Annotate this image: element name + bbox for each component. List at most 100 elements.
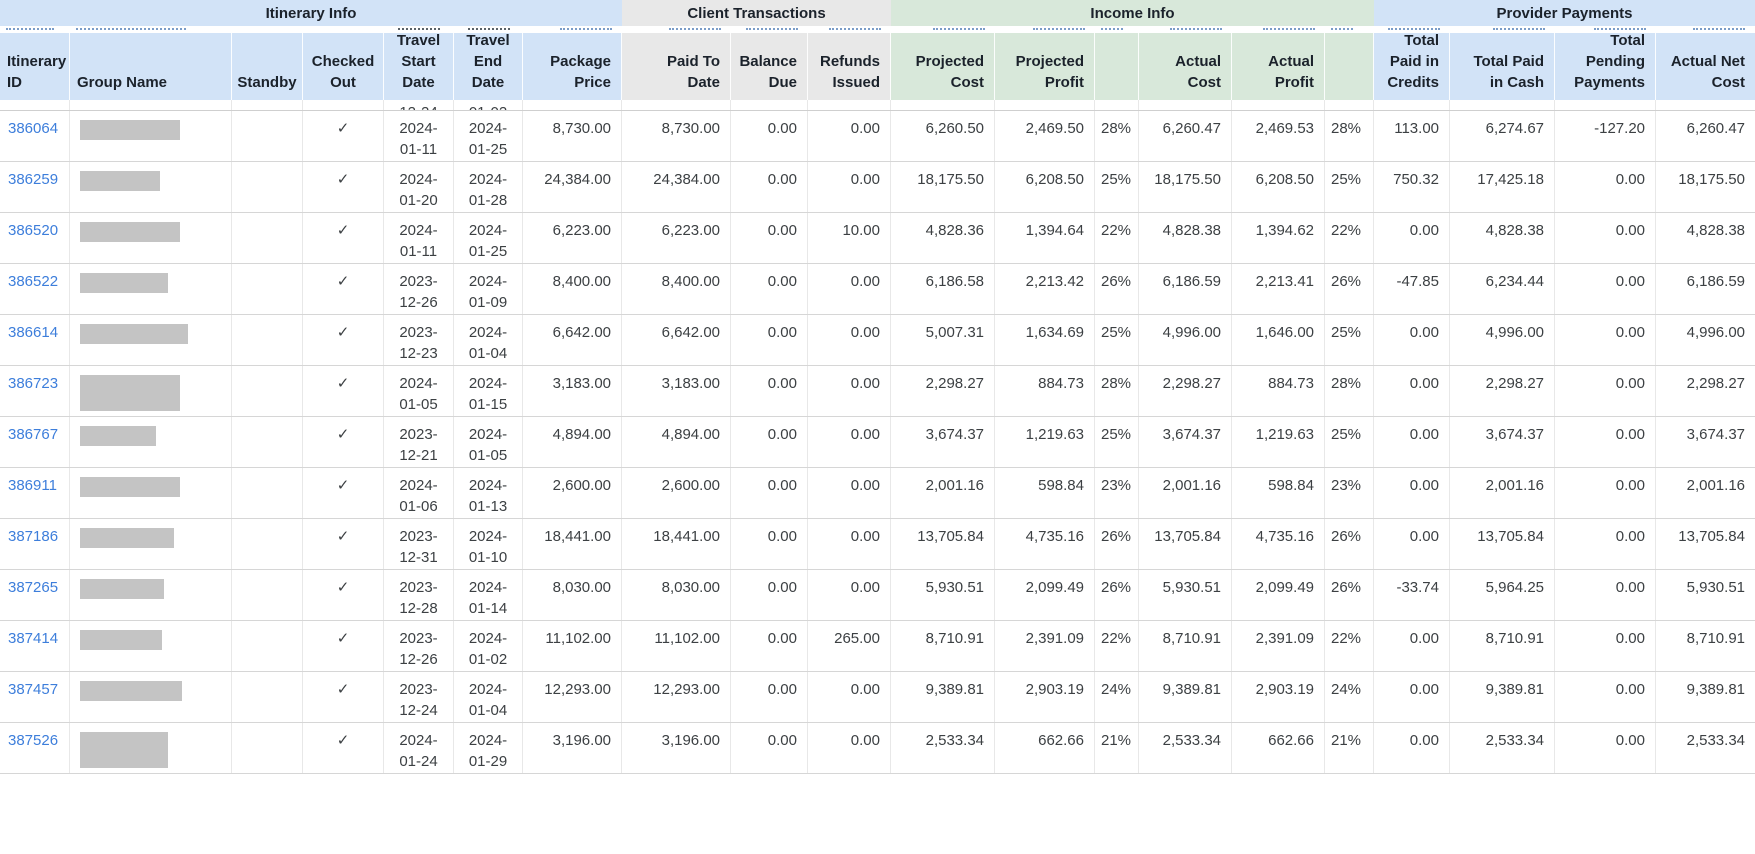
cell-actual-profit: 1,394.62 bbox=[1232, 213, 1325, 263]
col-header-paid-to-date[interactable]: Paid To Date bbox=[622, 33, 731, 100]
cell-projected-profit: 2,391.09 bbox=[995, 621, 1095, 671]
table-body: 386064 ✓ 2024- 01-11 2024- 01-25 8,730.00 8,7… bbox=[0, 111, 1755, 774]
cell-paid-to-date: 3,183.00 bbox=[622, 366, 731, 416]
itinerary-id-link[interactable]: 386522 bbox=[8, 273, 59, 290]
col-header-actual-profit[interactable]: Actual Profit bbox=[1232, 33, 1325, 100]
cell-projected-cost: 3,674.37 bbox=[891, 417, 995, 467]
clipped-cell-projected-profit bbox=[995, 100, 1095, 110]
col-header-refunds-issued[interactable]: Refunds Issued bbox=[808, 33, 891, 100]
checked-out-checkmark: ✓ bbox=[336, 120, 350, 137]
col-header-projected-profit[interactable]: Projected Profit bbox=[995, 33, 1095, 100]
cell-actual-margin: 21% bbox=[1325, 723, 1374, 773]
cell-paid-to-date: 4,894.00 bbox=[622, 417, 731, 467]
itinerary-id-link[interactable]: 386614 bbox=[8, 324, 59, 341]
col-header-net[interactable]: Actual Net Cost bbox=[1656, 33, 1755, 100]
itinerary-id-link[interactable]: 386064 bbox=[8, 120, 59, 137]
col-header-actual-margin[interactable] bbox=[1325, 33, 1374, 100]
cell-projected-cost: 2,001.16 bbox=[891, 468, 995, 518]
itinerary-id-link[interactable]: 387265 bbox=[8, 579, 59, 596]
col-header-group[interactable]: Group Name bbox=[70, 33, 232, 100]
col-header-pending[interactable]: Total Pending Payments bbox=[1555, 32, 1656, 100]
cell-standby bbox=[232, 672, 303, 722]
clipped-cell-travel-end: 01-02 bbox=[454, 100, 523, 110]
group-name-redacted bbox=[80, 579, 164, 599]
itinerary-id-link[interactable]: 387526 bbox=[8, 732, 59, 749]
cell-travel-end: 2024- 01-28 bbox=[454, 162, 523, 212]
col-header-checked-out[interactable]: Checked Out bbox=[303, 33, 384, 100]
cell-standby bbox=[232, 264, 303, 314]
cell-actual-margin: 28% bbox=[1325, 111, 1374, 161]
itinerary-id-link[interactable]: 386911 bbox=[8, 477, 57, 494]
clipped-text-fragment bbox=[1331, 28, 1353, 30]
cell-paid-to-date: 2,600.00 bbox=[622, 468, 731, 518]
itinerary-id-link[interactable]: 387186 bbox=[8, 528, 59, 545]
itinerary-id-link[interactable]: 386520 bbox=[8, 222, 59, 239]
cell-projected-margin: 21% bbox=[1095, 723, 1139, 773]
itinerary-id-link[interactable]: 387457 bbox=[8, 681, 59, 698]
clipped-text-fragment bbox=[933, 28, 985, 30]
cell-actual-cost: 4,996.00 bbox=[1139, 315, 1232, 365]
col-header-standby[interactable]: Standby bbox=[232, 33, 303, 100]
col-header-credits[interactable]: Total Paid in Credits bbox=[1374, 32, 1450, 100]
itinerary-id-link[interactable]: 386767 bbox=[8, 426, 59, 443]
cell-balance-due: 0.00 bbox=[731, 366, 808, 416]
itinerary-id-link[interactable]: 386259 bbox=[8, 171, 59, 188]
cell-actual-profit: 6,208.50 bbox=[1232, 162, 1325, 212]
itinerary-id-link[interactable]: 387414 bbox=[8, 630, 59, 647]
cell-group bbox=[70, 264, 232, 314]
col-header-projected-margin[interactable] bbox=[1095, 33, 1139, 100]
cell-checked-out: ✓ bbox=[303, 111, 384, 161]
cell-actual-cost: 18,175.50 bbox=[1139, 162, 1232, 212]
clipped-date-fragment: 12-24 bbox=[384, 105, 453, 110]
col-header-travel-start[interactable]: Travel Start Date bbox=[384, 32, 454, 100]
itinerary-id-link[interactable]: 386723 bbox=[8, 375, 59, 392]
cell-projected-cost: 18,175.50 bbox=[891, 162, 995, 212]
table-row: 386767 ✓ 2023- 12-21 2024- 01-05 4,894.00 4,8… bbox=[0, 417, 1755, 468]
cell-cash: 5,964.25 bbox=[1450, 570, 1555, 620]
cell-balance-due: 0.00 bbox=[731, 213, 808, 263]
table-row: 386259 ✓ 2024- 01-20 2024- 01-28 24,384.00 24… bbox=[0, 162, 1755, 213]
cell-package-price: 6,223.00 bbox=[523, 213, 622, 263]
checked-out-checkmark: ✓ bbox=[336, 579, 350, 596]
checked-out-checkmark: ✓ bbox=[336, 324, 350, 341]
cell-net: 3,674.37 bbox=[1686, 426, 1745, 443]
clipped-cell-credits bbox=[1374, 100, 1450, 110]
cell-id: 387457 bbox=[0, 672, 70, 722]
cell-projected-margin: 26% bbox=[1095, 519, 1139, 569]
cell-projected-profit: 884.73 bbox=[995, 366, 1095, 416]
cell-refunds-issued: 0.00 bbox=[808, 315, 891, 365]
cell-group bbox=[70, 468, 232, 518]
cell-projected-margin: 26% bbox=[1095, 264, 1139, 314]
col-header-id[interactable]: Itinerary ID bbox=[0, 33, 70, 100]
cell-cash: 8,710.91 bbox=[1450, 621, 1555, 671]
col-header-cash[interactable]: Total Paid in Cash bbox=[1450, 33, 1555, 100]
cell-credits: 0.00 bbox=[1374, 621, 1450, 671]
group-name-redacted bbox=[80, 222, 180, 242]
col-header-package-price[interactable]: Package Price bbox=[523, 33, 622, 100]
cell-projected-cost: 6,260.50 bbox=[891, 111, 995, 161]
cell-net: 6,260.47 bbox=[1686, 120, 1745, 137]
cell-cash: 2,001.16 bbox=[1450, 468, 1555, 518]
cell-net: 13,705.84 bbox=[1678, 528, 1745, 545]
cell-credits: 113.00 bbox=[1374, 111, 1450, 161]
group-header-client-transactions: Client Transactions bbox=[622, 0, 891, 26]
cell-travel-start: 2023- 12-31 bbox=[384, 519, 454, 569]
col-header-projected-cost[interactable]: Projected Cost bbox=[891, 33, 995, 100]
cell-package-price: 3,183.00 bbox=[523, 366, 622, 416]
cell-refunds-issued: 0.00 bbox=[808, 723, 891, 773]
cell-actual-margin: 25% bbox=[1325, 315, 1374, 365]
cell-travel-end: 2024- 01-14 bbox=[454, 570, 523, 620]
cell-package-price: 2,600.00 bbox=[523, 468, 622, 518]
cell-actual-margin: 22% bbox=[1325, 621, 1374, 671]
cell-id: 386723 bbox=[0, 366, 70, 416]
table-row: 387186 ✓ 2023- 12-31 2024- 01-10 18,441.00 18… bbox=[0, 519, 1755, 570]
cell-refunds-issued: 0.00 bbox=[808, 111, 891, 161]
table-row: 386614 ✓ 2023- 12-23 2024- 01-04 6,642.00 6,6… bbox=[0, 315, 1755, 366]
cell-projected-margin: 22% bbox=[1095, 621, 1139, 671]
col-header-actual-cost[interactable]: Actual Cost bbox=[1139, 33, 1232, 100]
cell-group bbox=[70, 366, 232, 416]
col-header-balance-due[interactable]: Balance Due bbox=[731, 33, 808, 100]
col-header-travel-end[interactable]: Travel End Date bbox=[454, 32, 523, 100]
cell-group bbox=[70, 315, 232, 365]
